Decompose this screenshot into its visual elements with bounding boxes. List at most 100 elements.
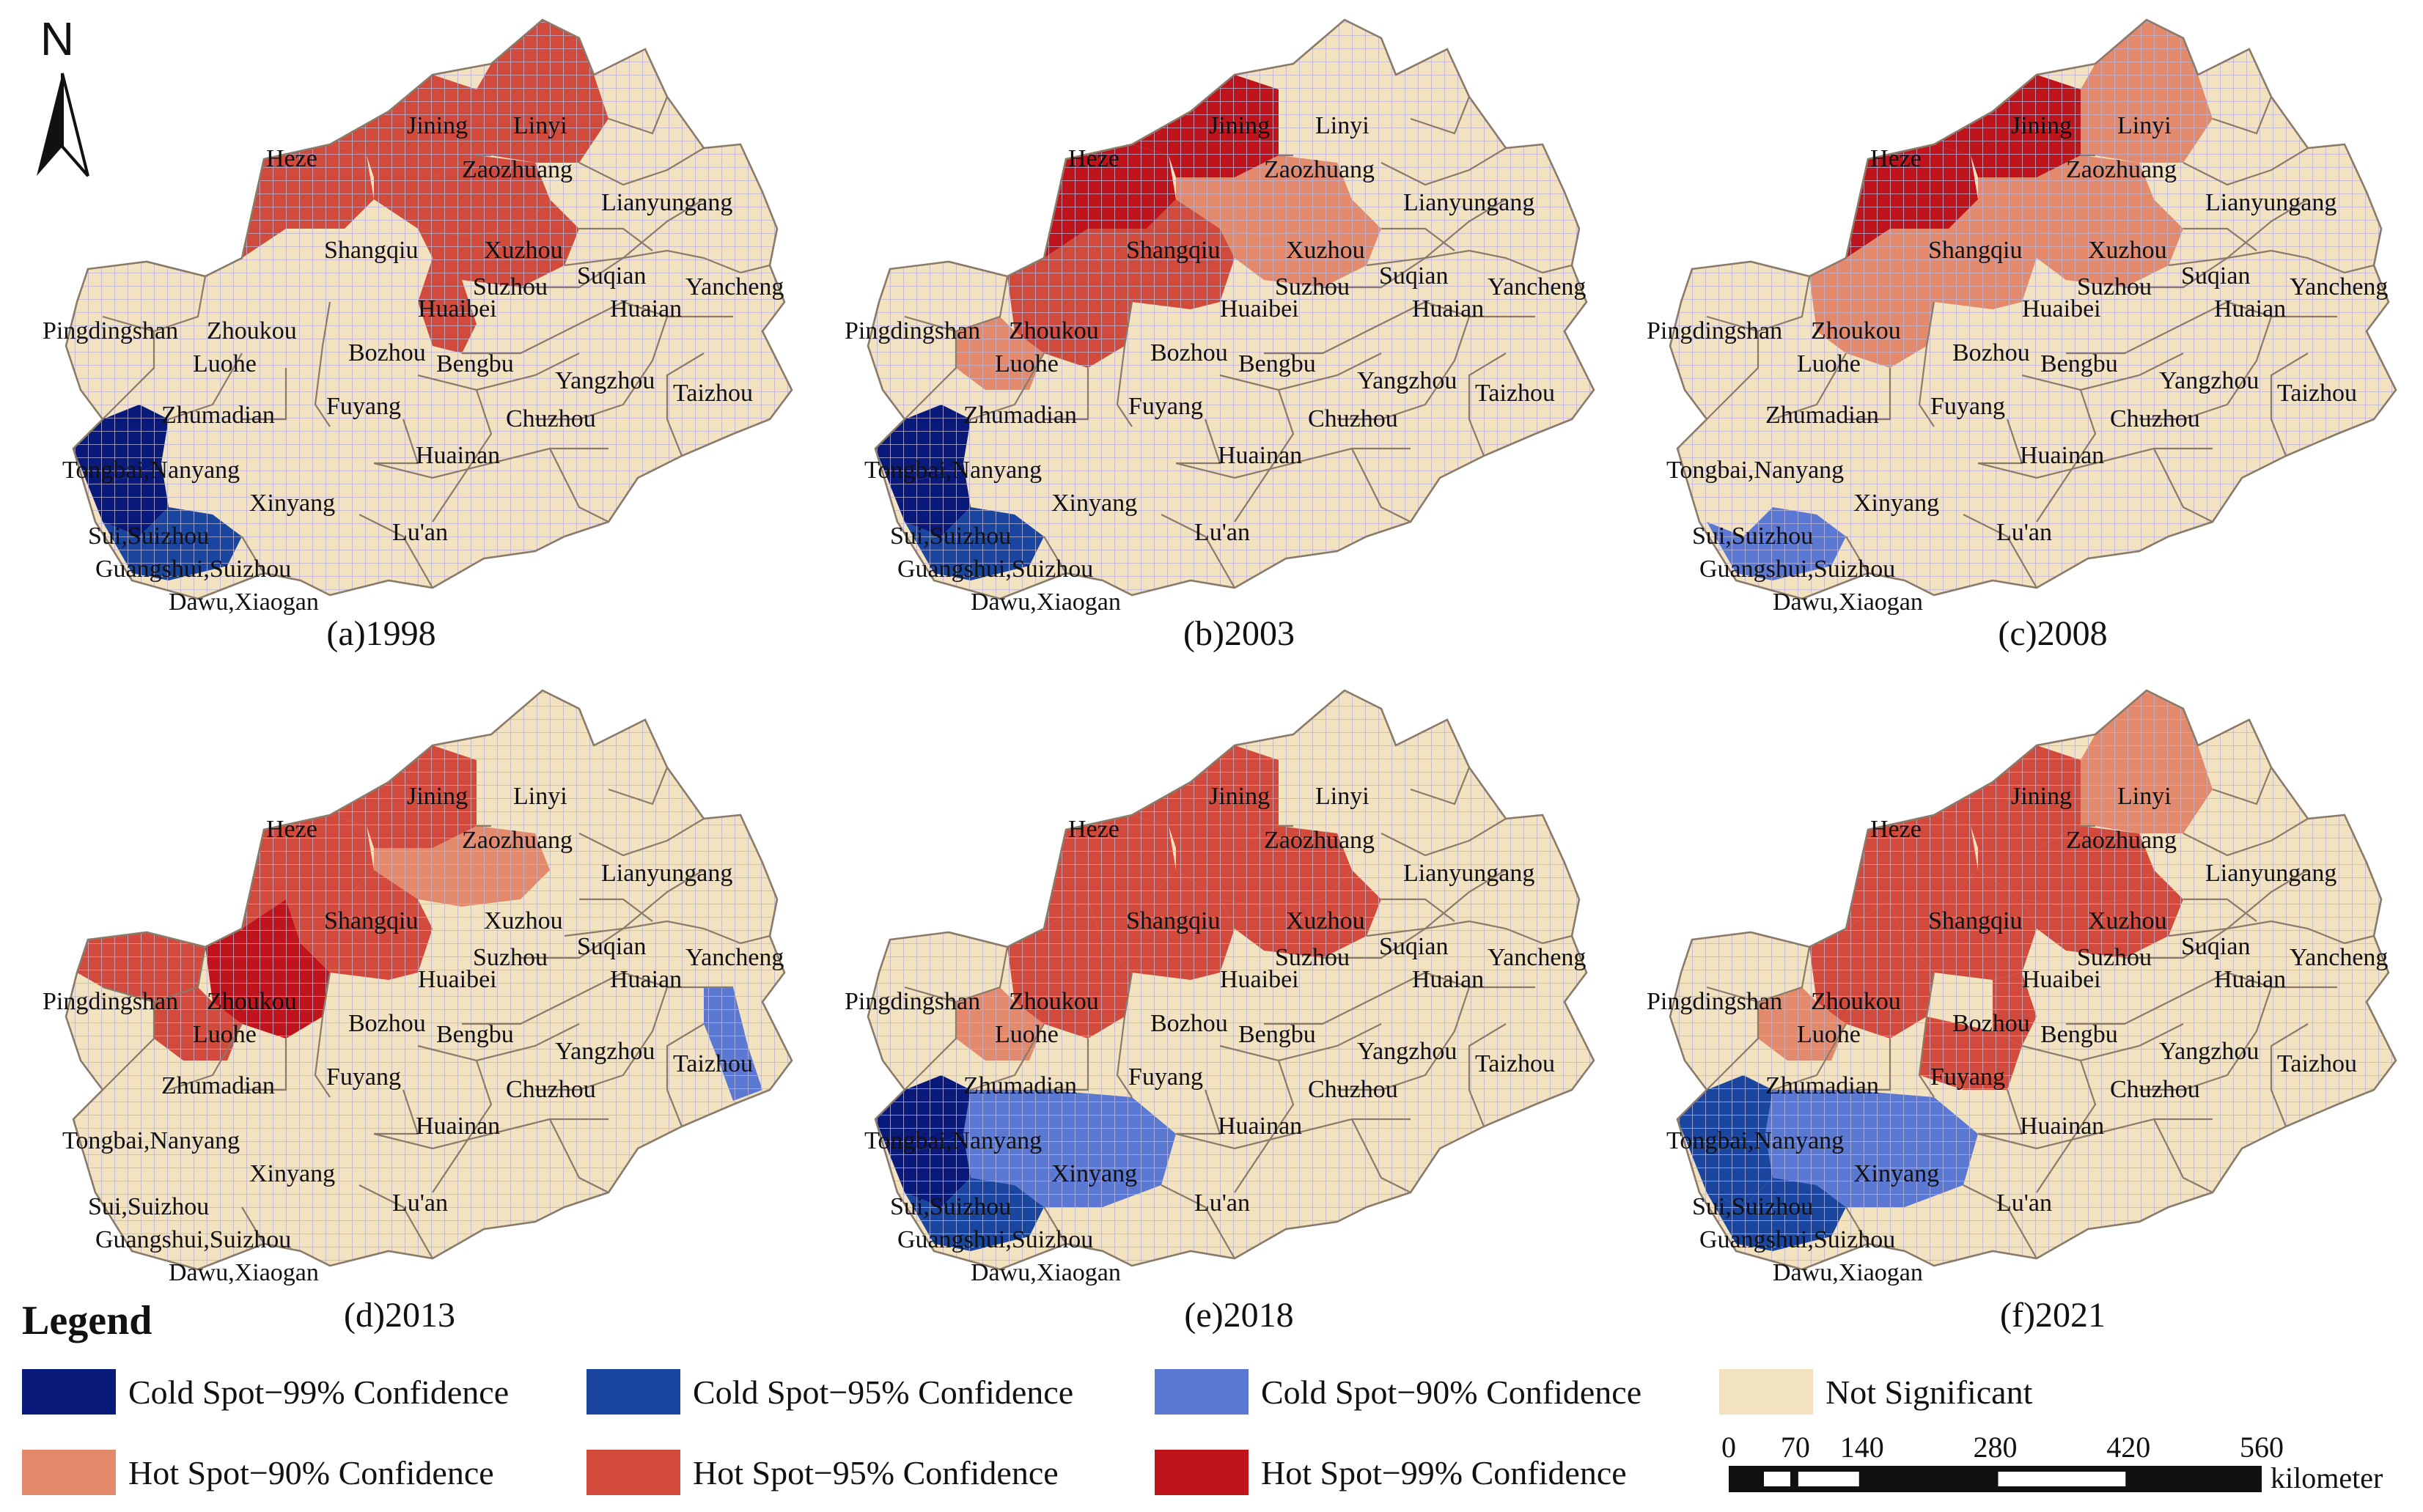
city-label-luohe: Luohe (1797, 1021, 1861, 1048)
admin-boundary (578, 818, 705, 857)
admin-boundary (2153, 448, 2213, 523)
city-label-chuzhou: Chuzhou (2110, 405, 2200, 432)
map-panel-5: Heze Jining Linyi Zaozhuang Lianyungang Shang… (845, 689, 1595, 1286)
city-label-dawu_xiaogan: Dawu,Xiaogan (971, 1259, 1121, 1286)
city-label-fuyang: Fuyang (326, 1063, 401, 1091)
admin-boundary (1175, 1118, 1411, 1150)
city-label-luan: Lu'an (392, 1190, 448, 1217)
city-label-chuzhou: Chuzhou (1308, 405, 1398, 432)
scale-bar-segment (1798, 1472, 1859, 1486)
admin-boundary (1161, 1184, 1235, 1259)
admin-boundary (1963, 514, 2037, 589)
city-label-luan: Lu'an (1996, 1190, 2052, 1217)
city-label-yangzhou: Yangzhou (2159, 367, 2259, 394)
admin-boundary (1043, 1206, 1067, 1244)
admin-boundary (564, 869, 705, 937)
city-label-bozhou: Bozhou (1150, 1010, 1228, 1037)
panel-caption: (d)2013 (344, 1296, 455, 1335)
scale-bar-segment (1998, 1472, 2126, 1486)
city-label-zhoukou: Zhoukou (207, 988, 297, 1015)
admin-boundary (1175, 447, 1411, 479)
city-label-tongbai_nanyang: Tongbai,Nanyang (1666, 457, 1844, 484)
city-label-suqian: Suqian (2181, 933, 2250, 960)
city-label-xinyang: Xinyang (249, 1160, 335, 1187)
admin-boundary (417, 353, 580, 391)
city-label-dawu_xiaogan: Dawu,Xiaogan (971, 589, 1121, 616)
city-label-bengbu: Bengbu (2040, 1021, 2118, 1048)
admin-boundary (1468, 1023, 1507, 1127)
city-label-linyi: Linyi (1315, 112, 1369, 139)
city-label-suzhou_ah: Suzhou (1275, 273, 1350, 300)
city-label-linyi: Linyi (1315, 783, 1369, 810)
city-label-zaozhuang: Zaozhuang (462, 827, 573, 854)
outer-boundary (1669, 18, 2397, 600)
admin-boundary (1706, 276, 1811, 333)
city-label-tongbai_nanyang: Tongbai,Nanyang (1666, 1127, 1844, 1154)
admin-boundary (666, 920, 771, 945)
admin-boundary (2271, 920, 2375, 945)
admin-boundary (1846, 368, 1891, 421)
admin-boundary (2212, 96, 2273, 135)
city-label-xinyang: Xinyang (249, 490, 335, 517)
admin-boundary (904, 331, 957, 420)
city-label-zhoukou: Zhoukou (207, 317, 297, 344)
city-label-luohe: Luohe (1797, 350, 1861, 377)
outer-boundary (867, 18, 1595, 600)
city-label-heze: Heze (1870, 145, 1922, 172)
city-label-heze: Heze (266, 145, 317, 172)
city-label-yangzhou: Yangzhou (2159, 1038, 2259, 1065)
city-label-bengbu: Bengbu (2040, 350, 2118, 377)
admin-boundary (374, 418, 419, 465)
city-label-linyi: Linyi (513, 783, 567, 810)
legend-swatch-cold95 (587, 1369, 680, 1415)
city-label-sui_suizhou: Sui,Suizhou (1692, 1193, 1813, 1220)
admin-boundary (1264, 301, 1426, 355)
city-label-yancheng: Yancheng (685, 944, 784, 971)
city-label-dawu_xiaogan: Dawu,Xiaogan (169, 589, 319, 616)
admin-boundary (666, 1023, 705, 1127)
admin-boundary (2139, 316, 2273, 421)
city-label-shangqiu: Shangqiu (1928, 907, 2022, 934)
admin-boundary (241, 1206, 265, 1244)
city-label-suzhou_ah: Suzhou (2077, 273, 2152, 300)
admin-boundary (608, 96, 669, 135)
admin-boundary (102, 1002, 155, 1091)
city-label-jining: Jining (2011, 783, 2072, 810)
city-label-suqian: Suqian (577, 933, 646, 960)
city-label-lianyungang: Lianyungang (1403, 189, 1534, 216)
city-label-bengbu: Bengbu (1238, 350, 1316, 377)
city-label-taizhou: Taizhou (1475, 1050, 1555, 1077)
city-label-fuyang: Fuyang (1930, 393, 2005, 420)
city-label-bengbu: Bengbu (436, 1021, 514, 1048)
admin-boundary (2227, 300, 2337, 318)
city-label-heze: Heze (266, 816, 317, 843)
admin-boundary (2271, 249, 2375, 274)
admin-boundary (521, 249, 668, 289)
city-label-luan: Lu'an (1194, 519, 1250, 546)
admin-boundary (564, 199, 705, 267)
outer-boundary (65, 689, 793, 1271)
admin-boundary (1963, 1184, 2037, 1259)
city-label-linyi: Linyi (2117, 783, 2172, 810)
admin-boundary (102, 276, 207, 333)
city-label-taizhou: Taizhou (673, 380, 753, 407)
panel-caption: (e)2018 (1184, 1296, 1293, 1335)
admin-boundary (1772, 353, 1847, 421)
city-label-guangshui_suizhou: Guangshui,Suizhou (95, 1226, 291, 1253)
city-label-xuzhou: Xuzhou (1286, 907, 1365, 934)
city-label-yangzhou: Yangzhou (555, 367, 655, 394)
city-label-bozhou: Bozhou (1952, 1010, 2030, 1037)
admin-boundary (1410, 96, 1471, 135)
city-label-chuzhou: Chuzhou (1308, 1076, 1398, 1103)
city-label-zaozhuang: Zaozhuang (2066, 156, 2177, 183)
outer-boundary (1669, 689, 2397, 1271)
admin-boundary (2021, 1023, 2184, 1062)
admin-boundary (1161, 514, 1235, 589)
admin-boundary (2036, 389, 2097, 523)
city-label-zhoukou: Zhoukou (1811, 988, 1901, 1015)
legend-swatch-ns (1719, 1369, 1813, 1415)
admin-boundary (579, 898, 653, 922)
city-label-guangshui_suizhou: Guangshui,Suizhou (1699, 1226, 1895, 1253)
city-label-bengbu: Bengbu (436, 350, 514, 377)
